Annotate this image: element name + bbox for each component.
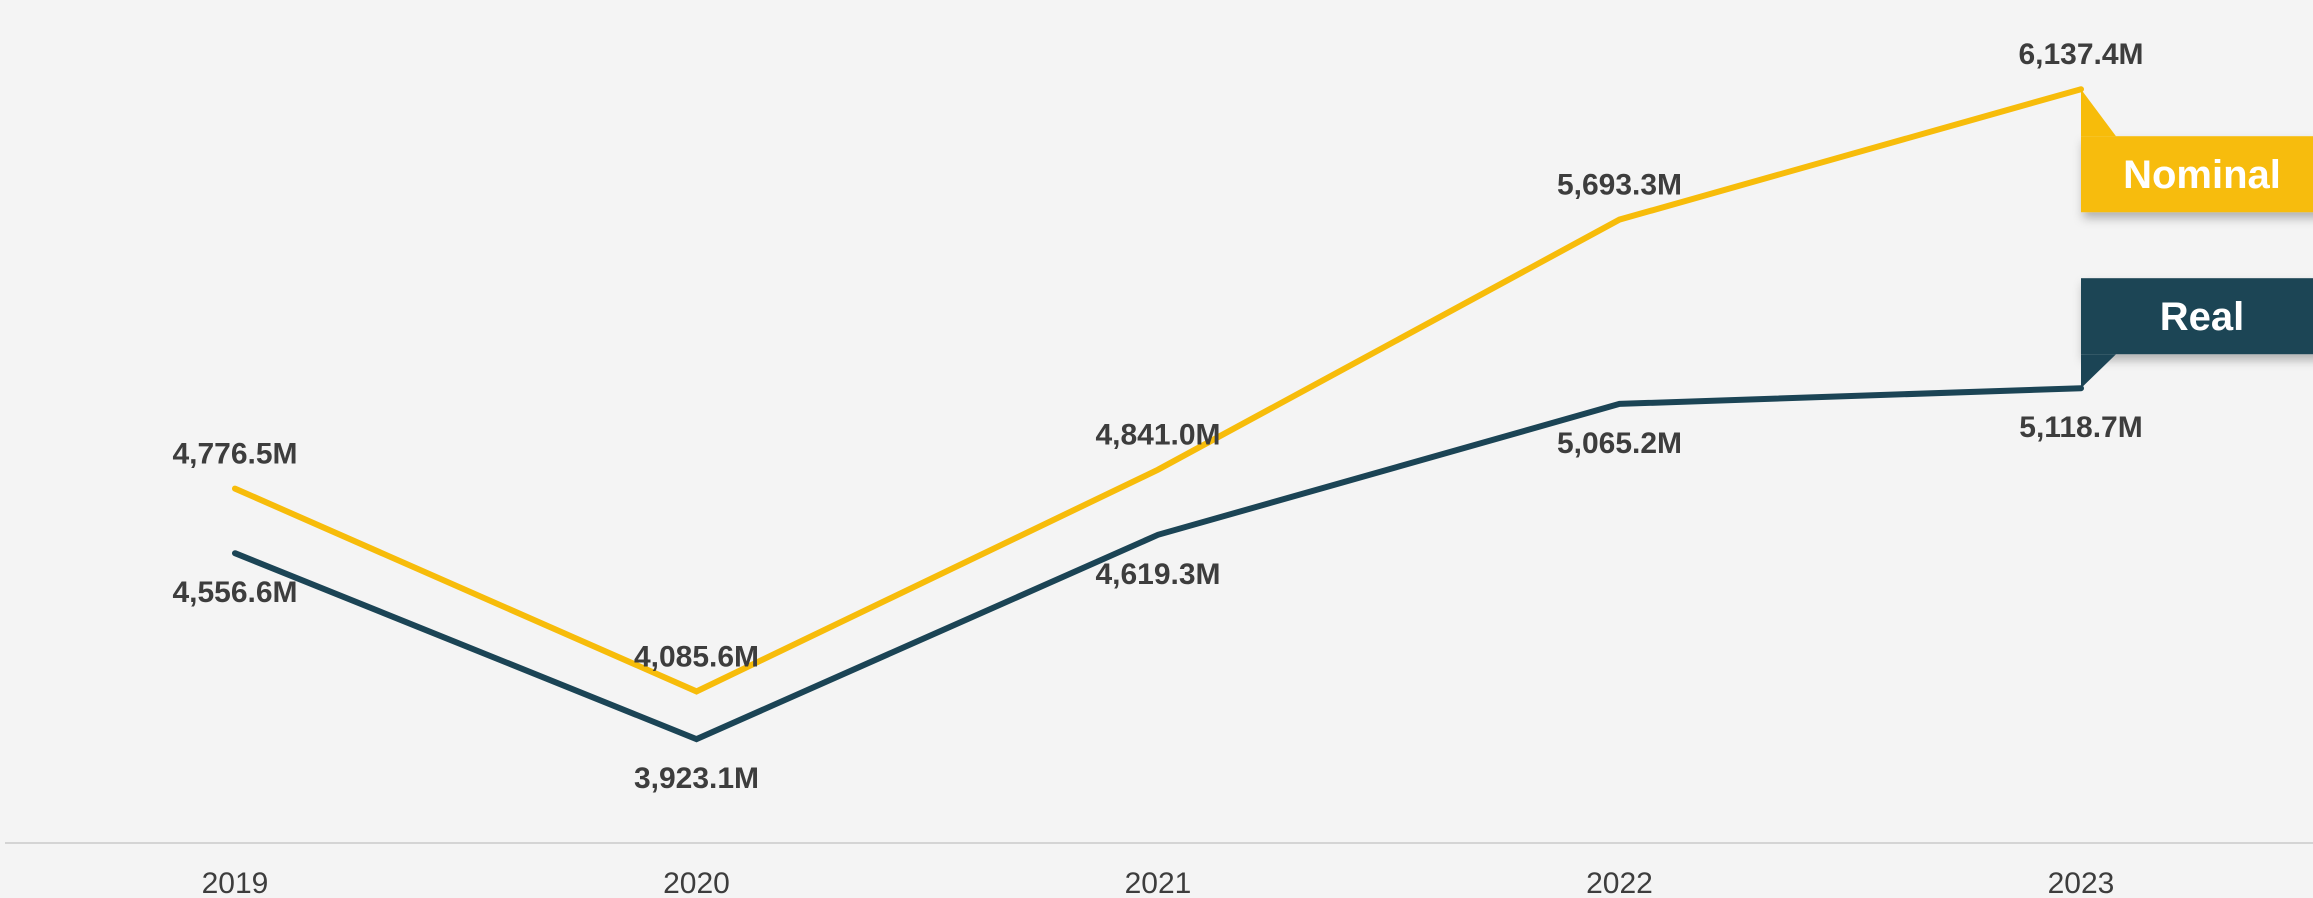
x-tick-label: 2019 bbox=[202, 867, 269, 898]
legend-flag-label: Nominal bbox=[2123, 153, 2281, 197]
data-label-real: 4,619.3M bbox=[1095, 558, 1220, 591]
legend-flag-pointer bbox=[2081, 89, 2116, 137]
legend-flag-box bbox=[2081, 136, 2313, 213]
legend-flag-pointer bbox=[2081, 354, 2116, 389]
legend-flag-label: Real bbox=[2160, 295, 2245, 339]
x-tick-label: 2021 bbox=[1125, 867, 1192, 898]
series-line-nominal bbox=[232, 86, 2084, 695]
legend-flags: Nominal Real bbox=[2081, 89, 2313, 389]
legend-flag-box bbox=[2081, 278, 2313, 355]
series-line-real bbox=[232, 385, 2084, 743]
data-label-real: 4,556.6M bbox=[172, 576, 297, 609]
data-label-real: 5,118.7M bbox=[2019, 411, 2142, 444]
legend-flag-nominal: Nominal bbox=[2081, 89, 2313, 213]
data-label-nominal: 4,841.0M bbox=[1095, 419, 1220, 452]
data-labels: 4,776.5M 4,085.6M 4,841.0M 5,693.3M 6,137.4M… bbox=[172, 38, 2143, 795]
legend-flag-real: Real bbox=[2081, 278, 2313, 389]
data-label-nominal: 6,137.4M bbox=[2018, 38, 2143, 71]
x-tick-label: 2022 bbox=[1586, 867, 1653, 898]
data-label-nominal: 5,693.3M bbox=[1557, 169, 1682, 202]
series-layer bbox=[232, 86, 2084, 743]
data-label-nominal: 4,085.6M bbox=[634, 640, 759, 673]
x-axis-ticks: 2019 2020 2021 2022 2023 bbox=[202, 867, 2115, 898]
data-label-real: 3,923.1M bbox=[634, 762, 759, 795]
x-tick-label: 2023 bbox=[2048, 867, 2115, 898]
data-label-real: 5,065.2M bbox=[1557, 427, 1682, 460]
data-label-nominal: 4,776.5M bbox=[172, 438, 297, 471]
x-tick-label: 2020 bbox=[663, 867, 730, 898]
